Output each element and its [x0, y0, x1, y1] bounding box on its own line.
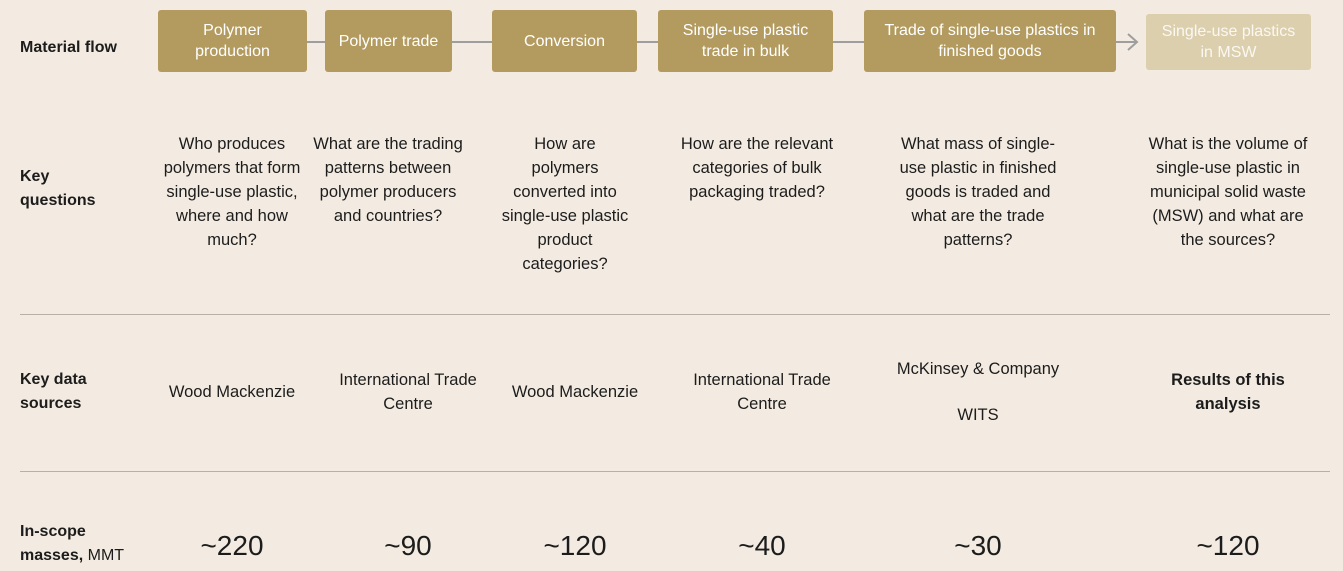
data-sources: McKinsey & Company WITS — [888, 330, 1068, 454]
mass-value: ~120 — [1196, 530, 1260, 561]
mass-value: ~120 — [543, 530, 607, 561]
stage-box: Trade of single-use plastics in finished… — [864, 10, 1116, 72]
key-question: How are the relevant categories of bulk … — [680, 135, 834, 201]
data-source: International Trade Centre — [693, 371, 831, 413]
row-label: Material flow — [20, 39, 117, 56]
data-source: Wood Mackenzie — [168, 383, 296, 401]
data-source: Results of this analysis — [1171, 371, 1285, 413]
mass-value: ~220 — [200, 530, 264, 561]
data-sources: International Trade Centre — [318, 330, 498, 454]
data-sources: Wood Mackenzie — [485, 330, 665, 454]
data-source: McKinsey & Company — [896, 360, 1060, 378]
stage-box: Conversion — [492, 10, 637, 72]
stage-box: Single-use plastics in MSW — [1146, 14, 1311, 70]
key-question: What mass of single-use plastic in finis… — [899, 135, 1057, 249]
divider — [20, 471, 1330, 472]
key-question: What are the trading patterns between po… — [313, 135, 463, 225]
data-sources: Results of this analysis — [1138, 330, 1318, 454]
row-label: Key questions — [20, 168, 96, 209]
data-source: WITS — [957, 406, 999, 424]
row-label: In-scope masses, MMT — [20, 520, 150, 568]
unit: MMT — [87, 547, 125, 564]
connectors — [307, 33, 1139, 51]
data-sources: International Trade Centre — [672, 330, 852, 454]
row-label: Key data sources — [20, 371, 87, 412]
stage-box: Single-use plastic trade in bulk — [658, 10, 833, 72]
data-sources: Wood Mackenzie — [142, 330, 322, 454]
mass-value: ~40 — [738, 530, 786, 561]
divider — [20, 314, 1330, 315]
key-question: Who produces polymers that form single-u… — [163, 135, 301, 249]
row-label-text: In-scope masses, — [20, 523, 86, 564]
stage-box: Polymer production — [158, 10, 307, 72]
stage-box: Polymer trade — [325, 10, 452, 72]
data-source: International Trade Centre — [339, 371, 477, 413]
key-question: What is the volume of single-use plastic… — [1148, 135, 1308, 249]
mass-value: ~30 — [954, 530, 1002, 561]
mass-value: ~90 — [384, 530, 432, 561]
arrowhead — [1127, 33, 1139, 51]
key-question: How are polymers converted into single-u… — [501, 135, 629, 273]
data-source: Wood Mackenzie — [511, 383, 639, 401]
